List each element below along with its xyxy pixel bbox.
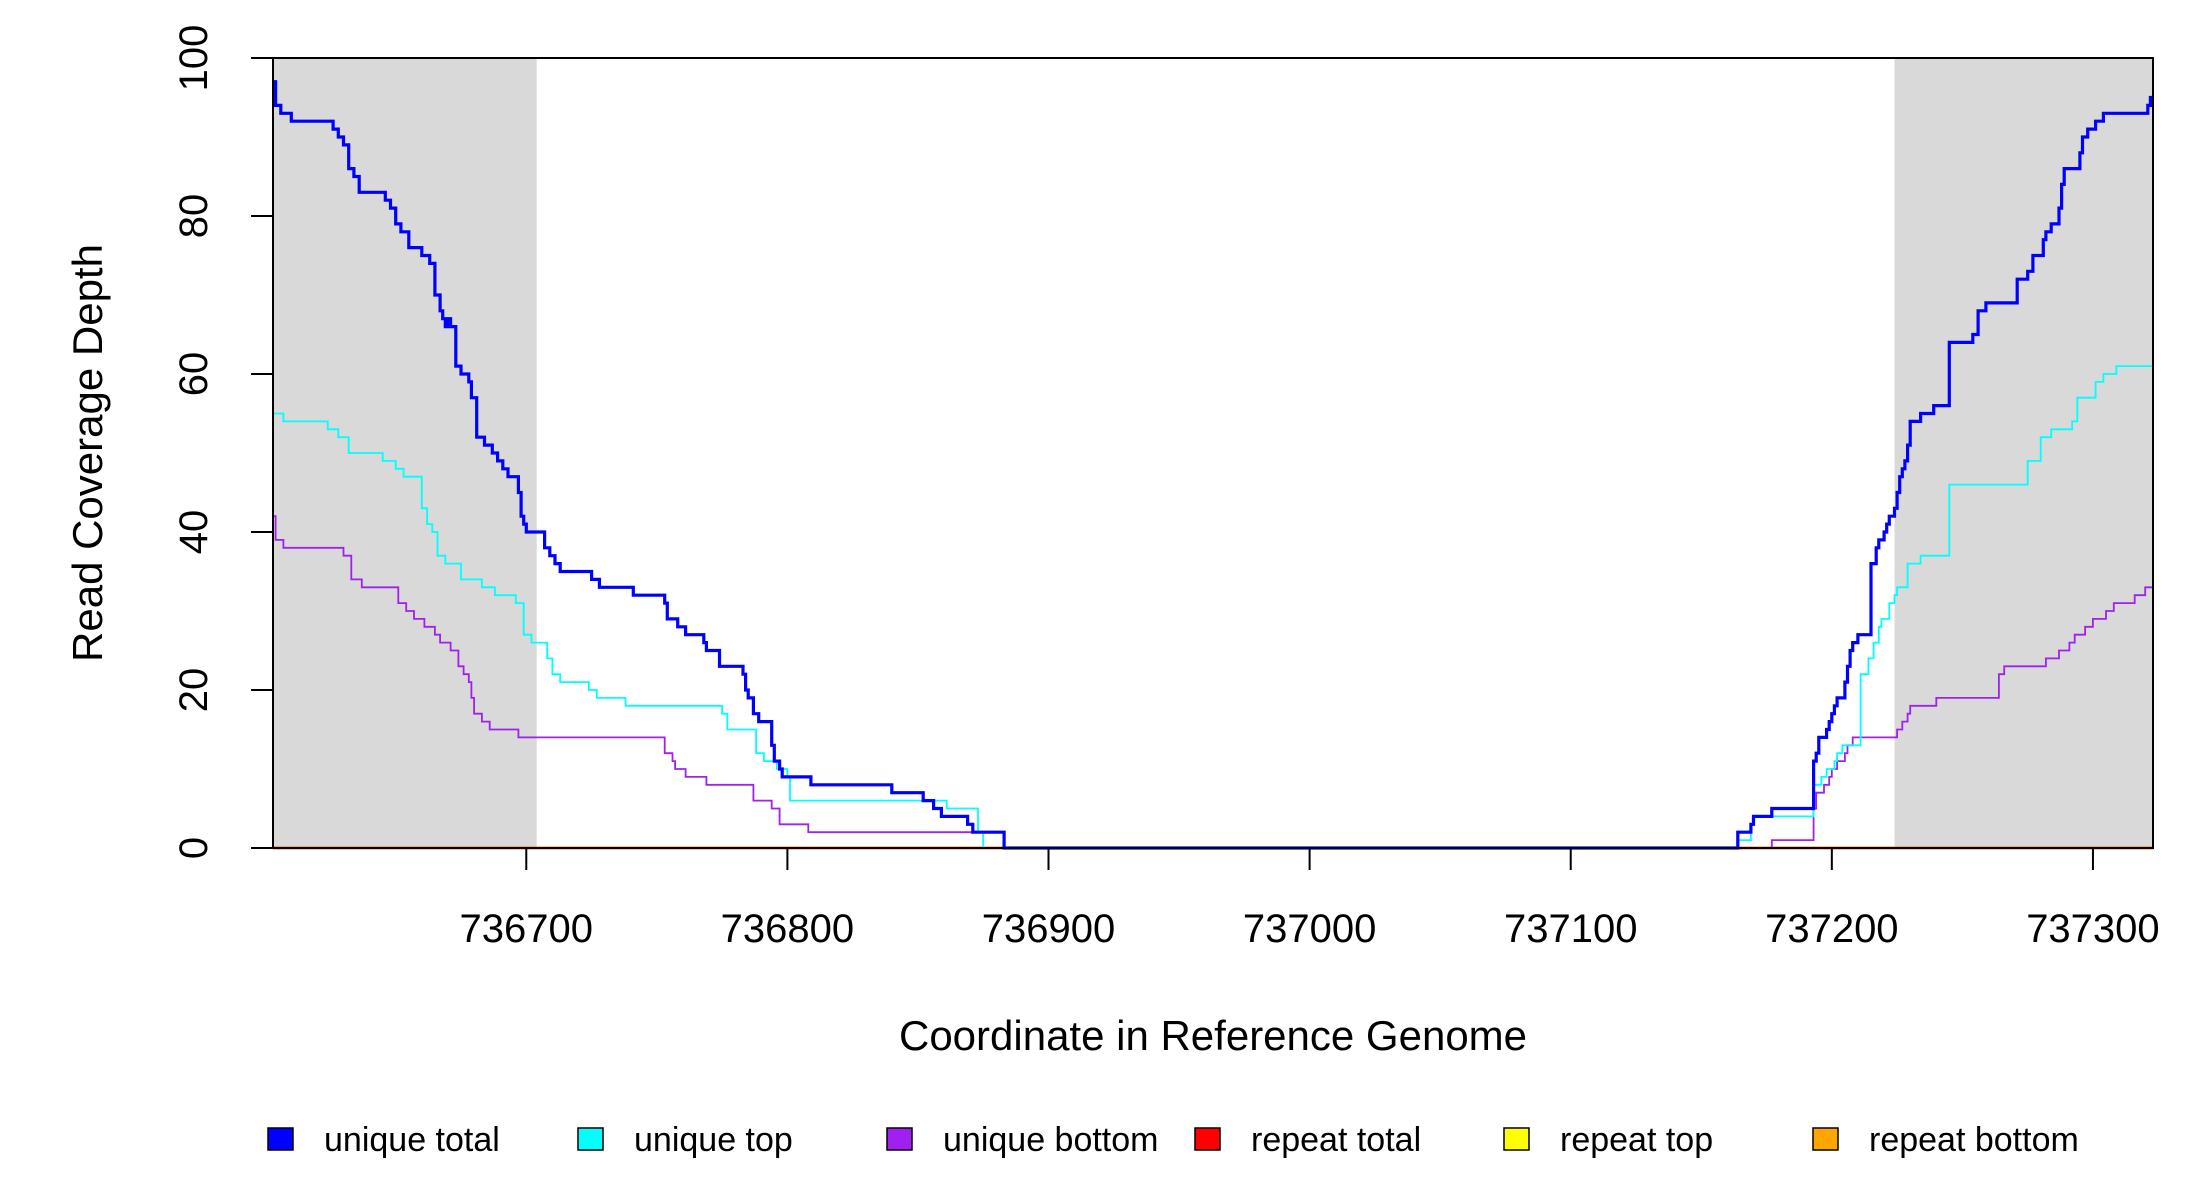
- legend-swatch-unique-total: [267, 1127, 294, 1151]
- legend-label-unique-top: unique top: [634, 1121, 793, 1159]
- legend-label-unique-bottom: unique bottom: [943, 1121, 1159, 1159]
- series-line-unique-total: [273, 80, 2153, 850]
- y-tick-label-60: 60: [172, 352, 216, 397]
- shaded-region-2: [1894, 58, 2153, 848]
- legend-label-repeat-bottom: repeat bottom: [1869, 1121, 2079, 1159]
- legend-swatch-repeat-bottom: [1812, 1127, 1839, 1151]
- y-axis-title: Read Coverage Depth: [64, 244, 111, 662]
- x-axis-title: Coordinate in Reference Genome: [899, 1012, 1527, 1059]
- x-tick-label-737200: 737200: [1765, 907, 1898, 951]
- x-tick-label-737300: 737300: [2026, 907, 2159, 951]
- series-line-unique-bottom: [273, 515, 2153, 849]
- legend-label-repeat-top: repeat top: [1560, 1121, 1713, 1159]
- x-tick-label-737000: 737000: [1243, 907, 1376, 951]
- legend-swatch-unique-bottom: [886, 1127, 913, 1151]
- legend-swatch-repeat-total: [1194, 1127, 1221, 1151]
- legend: unique total unique top unique bottom repea…: [267, 1121, 2079, 1159]
- y-tick-label-0: 0: [172, 837, 216, 859]
- y-tick-label-80: 80: [172, 194, 216, 239]
- x-tick-label-736900: 736900: [982, 907, 1115, 951]
- legend-label-repeat-total: repeat total: [1251, 1121, 1421, 1159]
- y-tick-label-40: 40: [172, 510, 216, 555]
- y-tick-label-100: 100: [172, 25, 216, 92]
- legend-label-unique-total: unique total: [324, 1121, 500, 1159]
- x-axis: 736700 736800 736900 737000 737100 737200 7373…: [273, 847, 2160, 951]
- legend-swatch-repeat-top: [1503, 1127, 1530, 1151]
- y-axis: 0 20 40 60 80 100: [172, 25, 274, 859]
- series-line-unique-top: [273, 365, 2153, 849]
- x-tick-label-736800: 736800: [721, 907, 854, 951]
- y-tick-label-20: 20: [172, 668, 216, 713]
- x-tick-label-737100: 737100: [1504, 907, 1637, 951]
- x-tick-label-736700: 736700: [460, 907, 593, 951]
- legend-swatch-unique-top: [577, 1127, 604, 1151]
